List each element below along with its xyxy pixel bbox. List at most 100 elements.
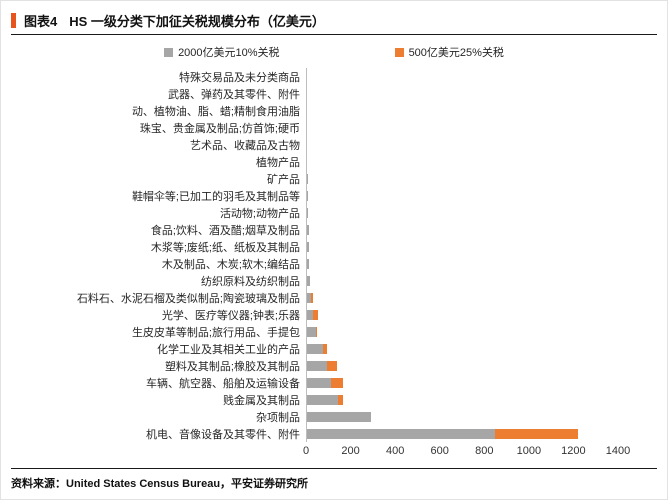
bar-segment-series2	[330, 377, 343, 388]
bar-group	[306, 190, 309, 201]
bar-group	[306, 122, 307, 133]
bar-segment-series2	[495, 428, 578, 439]
bar-segment-series1	[306, 241, 310, 252]
chart-row: 生皮皮革等制品;旅行用品、手提包	[11, 323, 657, 340]
legend-label: 500亿美元25%关税	[408, 47, 504, 59]
bar-segment-series1	[306, 292, 311, 303]
x-axis-tick: 200	[341, 445, 360, 457]
bar-segment-series1	[306, 156, 308, 167]
legend-swatch	[164, 47, 174, 57]
bar-group	[306, 88, 307, 99]
bar-segment-series2	[316, 326, 318, 337]
bar-segment-series1	[306, 139, 307, 150]
bar-segment-series1	[306, 88, 307, 99]
bar-group	[306, 343, 328, 354]
chart-row: 纺织原料及纺织制品	[11, 272, 657, 289]
x-axis-tick: 400	[385, 445, 405, 457]
bar-segment-series1	[306, 275, 310, 286]
x-axis: 0 200 400 600 800 1000 1200 1400	[303, 442, 657, 460]
accent-bar	[11, 12, 16, 28]
category-label: 艺术品、收藏品及古物	[190, 139, 300, 152]
category-label: 石料石、水泥石榴及类似制品;陶瓷玻璃及制品	[76, 292, 300, 305]
x-axis-tick: 1000	[516, 445, 542, 457]
chart-row: 化学工业及其相关工业的产品	[11, 340, 657, 357]
bar-segment-series2	[310, 292, 313, 303]
chart-row: 石料石、水泥石榴及类似制品;陶瓷玻璃及制品	[11, 289, 657, 306]
category-label: 特殊交易品及未分类商品	[179, 71, 300, 84]
bar-segment-series1	[306, 173, 308, 184]
bar-group	[306, 326, 318, 337]
chart-row: 杂项制品	[11, 408, 657, 425]
bar-segment-series1	[306, 71, 308, 82]
bar-group	[306, 71, 308, 82]
bar-segment-series1	[306, 122, 307, 133]
figure-title: HS 一级分类下加征关税规模分布（亿美元）	[69, 13, 325, 29]
chart-row: 矿产品	[11, 170, 657, 187]
figure-header: 图表4 HS 一级分类下加征关税规模分布（亿美元）	[11, 9, 657, 31]
chart-row: 木及制品、木炭;软木;编结品	[11, 255, 657, 272]
bar-group	[306, 411, 371, 422]
bar-segment-series1	[306, 258, 310, 269]
legend-label: 2000亿美元10%关税	[178, 47, 280, 59]
figure-tag: 图表4	[24, 13, 58, 29]
x-axis-tick: 1400	[605, 445, 631, 457]
bar-segment-series1	[306, 377, 331, 388]
category-label: 鞋帽伞等;已加工的羽毛及其制品等	[131, 190, 300, 203]
bar-group	[306, 156, 308, 167]
legend-item: 2000亿美元10%关税	[164, 44, 280, 60]
bar-segment-series2	[327, 360, 338, 371]
category-label: 塑料及其制品;橡胶及其制品	[164, 360, 300, 373]
category-label: 食品;饮料、酒及醋;烟草及制品	[150, 224, 300, 237]
chart-legend: 2000亿美元10%关税 500亿美元25%关税	[11, 44, 657, 60]
x-axis-tick: 600	[430, 445, 449, 457]
bar-segment-series2	[322, 343, 328, 354]
header-divider	[11, 34, 657, 35]
category-label: 动、植物油、脂、蜡;精制食用油脂	[131, 105, 300, 118]
chart-row: 武器、弹药及其零件、附件	[11, 85, 657, 102]
chart-row: 光学、医疗等仪器;钟表;乐器	[11, 306, 657, 323]
source-note: 资料来源：United States Census Bureau，平安证券研究所	[11, 478, 309, 490]
x-axis-tick: 800	[475, 445, 494, 457]
chart-row: 艺术品、收藏品及古物	[11, 136, 657, 153]
bar-segment-series1	[306, 190, 309, 201]
bar-group	[306, 360, 338, 371]
chart-row: 活动物;动物产品	[11, 204, 657, 221]
category-label: 珠宝、贵金属及制品;仿首饰;硬币	[139, 122, 300, 135]
bar-segment-series2	[338, 394, 343, 405]
category-label: 植物产品	[256, 156, 300, 169]
bar-segment-series1	[306, 326, 317, 337]
footer-divider	[11, 468, 657, 469]
bar-segment-series1	[306, 207, 309, 218]
bar-group	[306, 377, 343, 388]
bar-group	[306, 105, 307, 116]
bar-segment-series1	[306, 360, 328, 371]
bar-group	[306, 394, 343, 405]
chart-row: 珠宝、贵金属及制品;仿首饰;硬币	[11, 119, 657, 136]
bar-group	[306, 207, 309, 218]
category-label: 木浆等;废纸;纸、纸板及其制品	[150, 241, 300, 254]
bar-segment-series1	[306, 343, 323, 354]
legend-item: 500亿美元25%关税	[394, 44, 504, 60]
category-label: 生皮皮革等制品;旅行用品、手提包	[131, 326, 300, 339]
category-label: 木及制品、木炭;软木;编结品	[161, 258, 300, 271]
bar-group	[306, 241, 310, 252]
category-label: 杂项制品	[256, 411, 300, 424]
bar-segment-series1	[306, 394, 339, 405]
bar-chart: 特殊交易品及未分类商品武器、弹药及其零件、附件动、植物油、脂、蜡;精制食用油脂珠…	[11, 68, 657, 460]
bar-segment-series1	[306, 411, 371, 422]
x-axis-tick: 1200	[561, 445, 586, 457]
chart-row: 塑料及其制品;橡胶及其制品	[11, 357, 657, 374]
category-label: 贱金属及其制品	[223, 394, 300, 407]
bar-group	[306, 258, 310, 269]
bar-segment-series1	[306, 428, 496, 439]
legend-swatch	[394, 47, 404, 57]
chart-row: 木浆等;废纸;纸、纸板及其制品	[11, 238, 657, 255]
chart-row: 鞋帽伞等;已加工的羽毛及其制品等	[11, 187, 657, 204]
chart-row: 车辆、航空器、船舶及运输设备	[11, 374, 657, 391]
chart-row: 食品;饮料、酒及醋;烟草及制品	[11, 221, 657, 238]
category-label: 武器、弹药及其零件、附件	[168, 88, 300, 101]
category-label: 矿产品	[267, 173, 300, 186]
chart-row: 植物产品	[11, 153, 657, 170]
bar-group	[306, 275, 310, 286]
